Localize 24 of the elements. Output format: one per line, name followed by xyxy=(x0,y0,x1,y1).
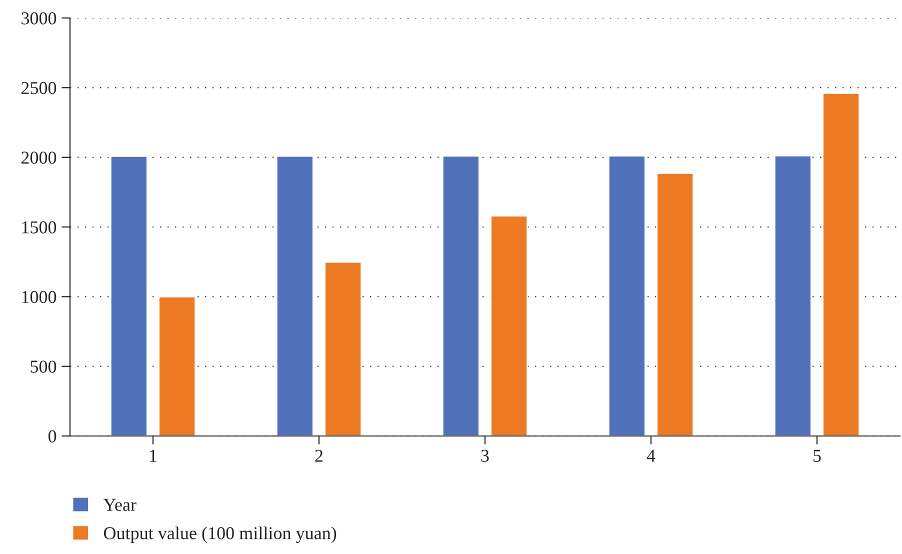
y-tick-label: 2000 xyxy=(21,152,56,164)
bar xyxy=(608,155,646,436)
y-tick-label: 1500 xyxy=(22,221,56,234)
x-tick-label: 4 xyxy=(646,450,656,462)
y-tick-label: 500 xyxy=(30,360,56,373)
bar xyxy=(822,92,860,436)
y-tick-label: 2500 xyxy=(21,82,56,94)
bar xyxy=(442,155,480,436)
bar xyxy=(110,156,148,436)
legend-label: Year xyxy=(103,498,136,511)
y-tick-label: 3000 xyxy=(22,12,56,24)
y-tick-label: 0 xyxy=(48,430,56,442)
y-tick-label: 1000 xyxy=(22,290,56,304)
bar xyxy=(324,261,362,436)
x-tick-label: 1 xyxy=(150,450,156,462)
x-tick-label: 5 xyxy=(814,450,821,462)
x-tick-label: 3 xyxy=(481,450,489,462)
legend-label: Output value (100 million yuan) xyxy=(104,526,336,544)
bar xyxy=(158,296,196,436)
x-tick-label: 2 xyxy=(315,450,323,462)
bar xyxy=(490,215,528,436)
bar xyxy=(774,154,812,436)
bar xyxy=(276,155,314,436)
bar xyxy=(656,172,694,436)
